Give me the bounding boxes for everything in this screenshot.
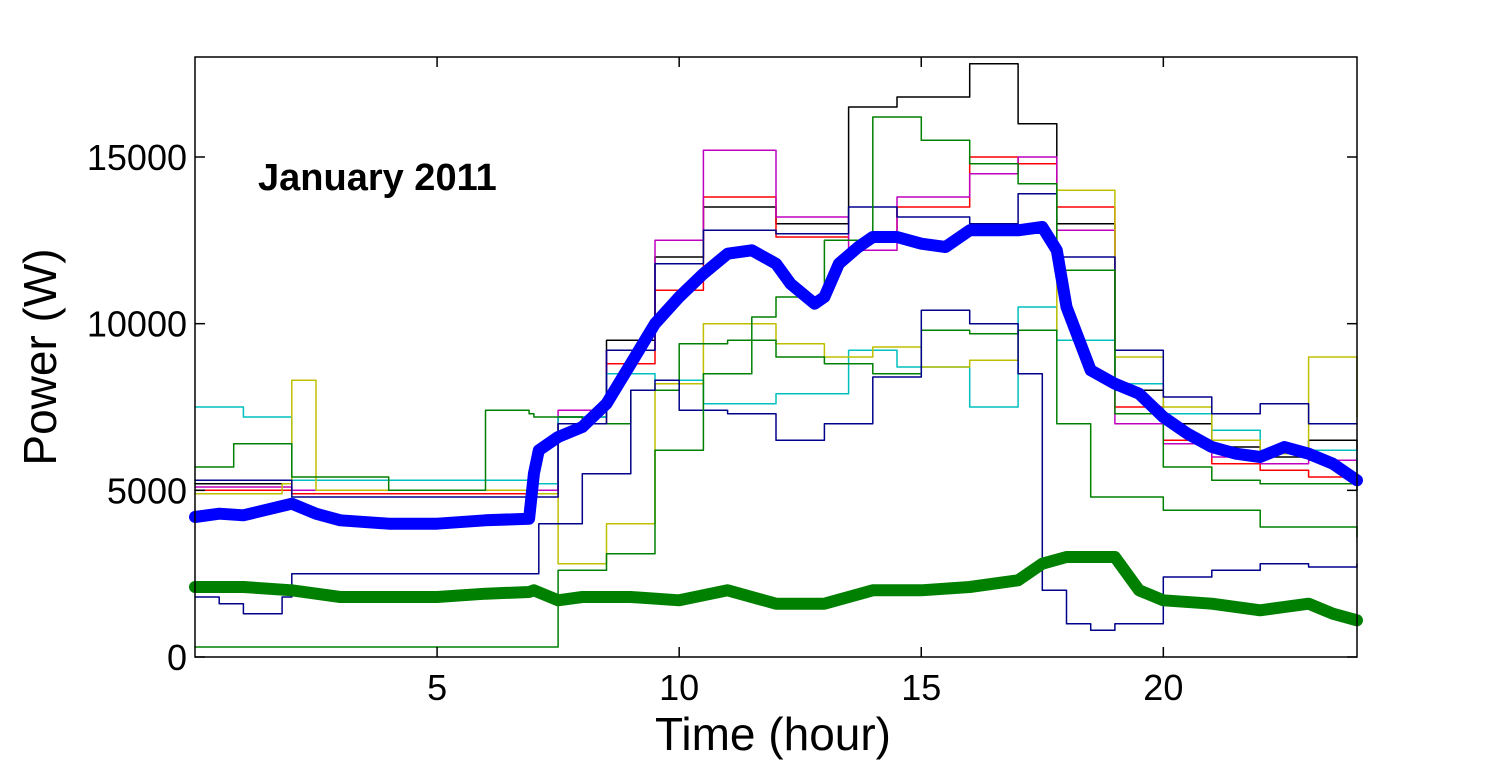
chart-annotation: January 2011: [258, 157, 497, 199]
x-axis-label: Time (hour): [655, 708, 891, 760]
series-line-0: [189, 221, 1363, 530]
y-tick-label: 5000: [107, 470, 187, 511]
y-tick-label: 10000: [87, 304, 187, 345]
series-line-1: [189, 551, 1363, 627]
x-tick-label: 5: [427, 667, 447, 708]
series-line-10: [194, 116, 1358, 648]
x-tick-label: 15: [901, 667, 941, 708]
x-tick-label: 20: [1143, 667, 1183, 708]
y-axis-label: Power (W): [14, 248, 66, 465]
series-lines: [189, 62, 1363, 648]
y-tick-label: 0: [167, 637, 187, 678]
x-tick-label: 10: [659, 667, 699, 708]
y-tick-label: 15000: [87, 137, 187, 178]
plot-frame: [194, 56, 1358, 658]
axis-ticks: 5 10 15 20 0 5000 10000 15000: [87, 57, 1357, 708]
series-line-7: [194, 329, 1358, 538]
